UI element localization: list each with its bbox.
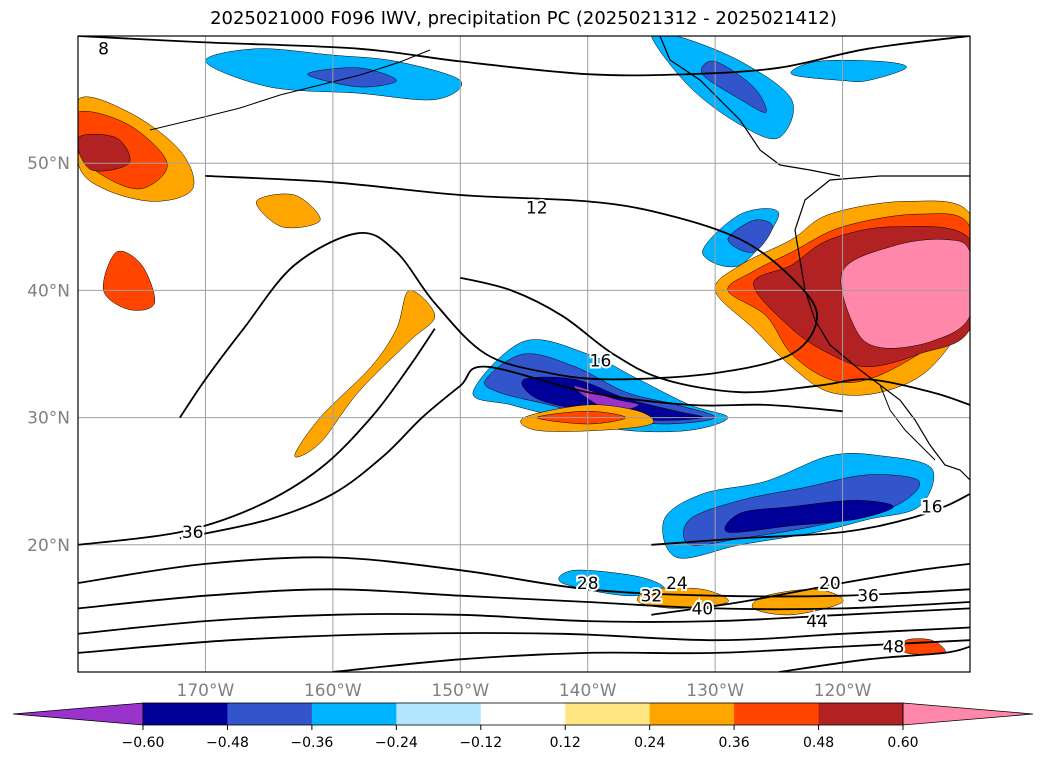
colorbar-frame xyxy=(142,702,904,726)
contour-label-16-2: 16 xyxy=(590,351,612,371)
iwv-contour-24-5 xyxy=(179,365,843,540)
precip-region-negative-8 xyxy=(727,219,773,253)
iwv-contour-44-11 xyxy=(332,639,970,672)
contour-label-20-4: 20 xyxy=(819,574,841,594)
aleutian-coastline xyxy=(149,49,431,131)
colorbar-tick-label-1: −0.48 xyxy=(206,735,249,751)
contour-label-8-0: 8 xyxy=(98,40,109,60)
iwv-contour-32-7 xyxy=(78,588,970,611)
lat-tick-label-3: 50°N xyxy=(27,154,70,174)
colorbar-tick-label-4: −0.12 xyxy=(459,735,502,751)
colorbar-extend-low xyxy=(12,702,144,726)
lon-tick-label-4: 130°W xyxy=(686,681,744,701)
colorbar-tick-label-6: 0.24 xyxy=(634,735,665,751)
colorbar-tick-label-3: −0.24 xyxy=(375,735,418,751)
iwv-contour-8-0 xyxy=(78,36,970,77)
colorbar-tick-label-7: 0.36 xyxy=(719,735,750,751)
coastline-layer xyxy=(149,36,970,481)
iwv-contour-36-8 xyxy=(78,328,436,546)
precip-region-negative-12 xyxy=(701,60,767,113)
colorbar: −0.60 −0.48 −0.36 −0.24 −0.12 0.12 0.24 0.36 0.4… xyxy=(12,702,1034,751)
iwv-contour-40-10 xyxy=(78,626,970,654)
colorbar-segment-4 xyxy=(480,703,566,725)
colorbar-segment-0 xyxy=(143,703,228,725)
iwv-contour-16-2 xyxy=(460,276,970,406)
precip-region-negative-6 xyxy=(724,500,894,533)
lon-tick-label-1: 160°W xyxy=(304,681,362,701)
iwv-contour-20-4 xyxy=(651,563,970,616)
lat-tick-label-2: 40°N xyxy=(27,281,70,301)
colorbar-tick-label-5: 0.12 xyxy=(550,735,581,751)
baja-coastline xyxy=(879,384,936,461)
lat-tick-label-1: 30°N xyxy=(27,409,70,429)
colorbar-segment-3 xyxy=(396,703,482,725)
colorbar-tick-label-2: −0.36 xyxy=(290,735,333,751)
lon-tick-label-3: 140°W xyxy=(559,681,617,701)
contour-label-16-3: 16 xyxy=(921,498,943,518)
iwv-contour-16-3 xyxy=(651,493,970,546)
precip-region-positive-18 xyxy=(840,239,970,349)
colorbar-segment-8 xyxy=(818,703,904,725)
iwv-contour-28-6 xyxy=(78,556,970,598)
contour-label-12-1: 12 xyxy=(526,199,548,219)
alaska-coastline xyxy=(659,36,841,177)
contour-label-48-12: 48 xyxy=(883,638,905,658)
lat-tick-label-0: 20°N xyxy=(27,536,70,556)
lon-tick-label-5: 120°W xyxy=(814,681,872,701)
contour-label-40-10: 40 xyxy=(692,599,714,619)
contour-label-32-7: 32 xyxy=(641,587,663,607)
colorbar-extend-high xyxy=(902,702,1034,726)
lon-tick-label-0: 170°W xyxy=(177,681,235,701)
precip-region-positive-29 xyxy=(102,250,156,311)
north-america-coastline xyxy=(794,175,970,481)
colorbar-segment-6 xyxy=(649,703,735,725)
precip-region-positive-28 xyxy=(256,193,321,229)
gridlines xyxy=(78,36,970,672)
colorbar-segment-7 xyxy=(734,703,820,725)
colorbar-segment-1 xyxy=(227,703,313,725)
colorbar-tick-label-8: 0.48 xyxy=(803,735,834,751)
colorbar-tick-label-9: 0.60 xyxy=(887,735,918,751)
longitude-tick-labels: 170°W 160°W 150°W 140°W 130°W 120°W xyxy=(177,681,872,701)
latitude-tick-labels: 20°N 30°N 40°N 50°N xyxy=(27,154,70,556)
lon-tick-label-2: 150°W xyxy=(431,681,489,701)
chart-title: 2025021000 F096 IWV, precipitation PC (2… xyxy=(210,8,837,29)
colorbar-segment-2 xyxy=(311,703,397,725)
contour-label-28-6: 28 xyxy=(577,574,599,594)
iwv-contour-layer xyxy=(78,36,970,672)
iwv-contour-36-9 xyxy=(78,607,970,635)
precip-region-positive-22 xyxy=(294,290,436,458)
contour-label-44-11: 44 xyxy=(806,612,828,632)
colorbar-segment-5 xyxy=(565,703,651,725)
contour-label-36-9: 36 xyxy=(857,587,879,607)
contour-label-36-8: 36 xyxy=(182,523,204,543)
contour-label-layer: 8 12 16 16 20 24 28 32 36 36 40 44 48 xyxy=(96,38,945,660)
iwv-contour-48-12 xyxy=(778,645,970,672)
colorbar-tick-label-0: −0.60 xyxy=(122,735,165,751)
contour-label-24-5: 24 xyxy=(666,574,688,594)
map-frame xyxy=(77,35,971,673)
iwv-contour-12-1 xyxy=(179,175,819,419)
precipitation-fill-layer xyxy=(78,36,970,655)
